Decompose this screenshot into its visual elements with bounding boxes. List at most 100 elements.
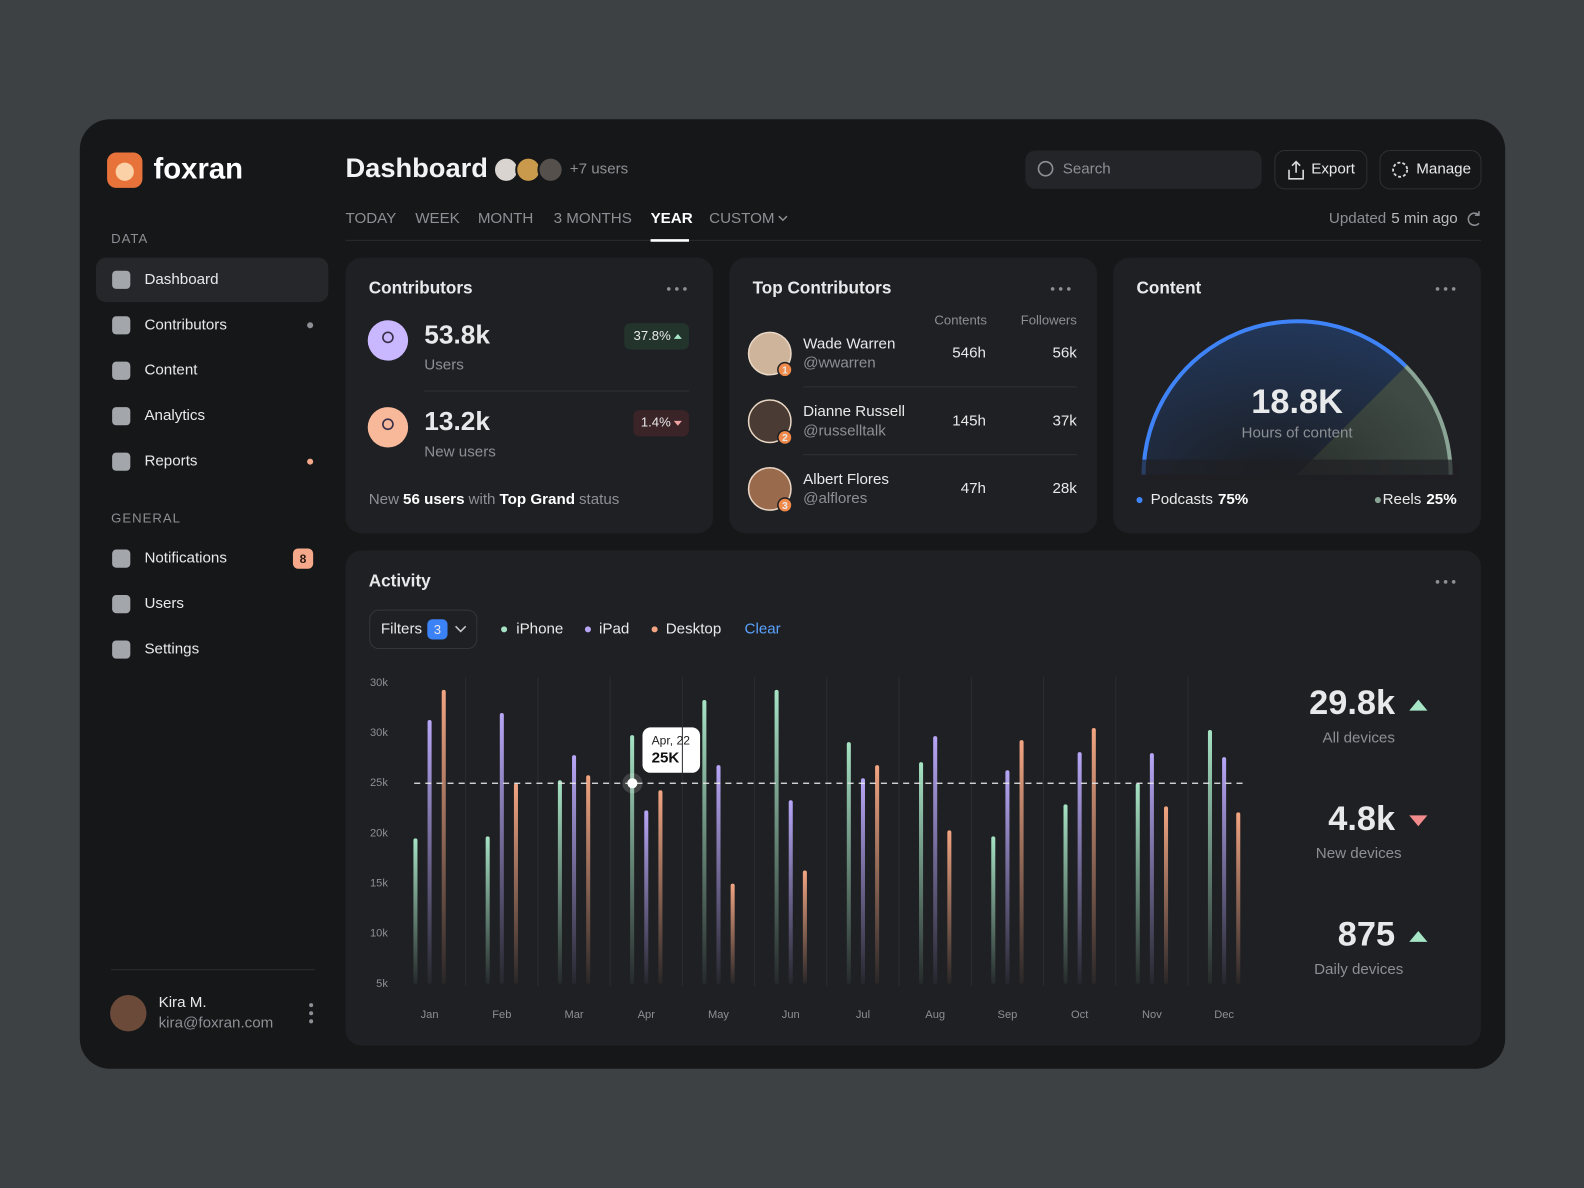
more-menu[interactable] [1435,580,1456,584]
x-tick-label: Jan [421,1009,439,1021]
user-menu[interactable] [309,1003,314,1024]
filters-button[interactable] [369,609,478,650]
clear-filters[interactable]: Clear [745,620,781,637]
device-stat-label: All devices [1323,729,1396,746]
x-tick-label: Jul [856,1009,870,1021]
rank: 1 [782,365,788,376]
card [345,257,714,534]
followers-value: 37k [1052,412,1077,429]
nav-item[interactable]: Analytics [144,407,205,424]
nav-item[interactable]: Users [144,595,184,612]
y-tick-label: 5k [376,978,388,990]
bar [630,735,635,984]
legend-label[interactable]: iPad [599,620,629,637]
nav-icon [112,316,131,335]
device-stat-label: Daily devices [1314,961,1404,978]
bar [499,713,504,984]
column-header: Followers [1021,313,1078,328]
nav-icon [112,595,131,614]
note-part: status [579,491,620,508]
nav-item[interactable]: Contributors [144,316,227,333]
search-box[interactable] [1025,150,1262,189]
nav-icon [112,361,131,380]
export-button[interactable] [1274,150,1368,190]
more-menu[interactable] [1435,287,1456,291]
tab[interactable]: YEAR [651,210,693,227]
y-tick-label: 30k [370,727,388,739]
bar [1091,728,1096,984]
tab[interactable]: TODAY [345,210,396,227]
change-value: 1.4% [641,415,671,430]
bar [933,736,938,984]
legend-name: Reels [1383,491,1422,508]
contributor-name[interactable]: Albert Flores [803,471,889,488]
bar [1164,806,1169,984]
button-label[interactable]: Export [1311,161,1356,178]
tooltip-value: 25K [652,750,680,767]
manage-button[interactable] [1379,150,1482,190]
bar [991,836,996,984]
user-avatar [110,995,147,1032]
trend-arrow [1409,815,1428,827]
stat-value: 13.2k [424,406,490,436]
filters-label[interactable]: Filters [381,620,423,637]
bar [716,765,721,984]
contributor-handle: @russelltalk [803,422,886,439]
search-placeholder[interactable]: Search [1063,161,1111,178]
tab[interactable]: CUSTOM [709,210,774,227]
bar [513,783,518,984]
card-title: Top Contributors [753,277,892,297]
nav-active [95,257,329,303]
more-menu[interactable] [666,287,687,291]
y-tick-label: 10k [370,928,388,940]
nav-item[interactable]: Dashboard [144,271,218,288]
x-tick-label: Nov [1142,1009,1162,1021]
contributor-name[interactable]: Wade Warren [803,335,895,352]
filter-count-badge [427,619,448,640]
card [345,550,1481,1046]
bar [774,689,779,984]
card-title: Content [1136,277,1201,297]
bar [485,836,490,984]
bar [586,775,591,984]
x-tick-label: Mar [564,1009,583,1021]
x-tick-label: Apr [638,1009,656,1021]
contents-value: 145h [952,412,986,429]
x-tick-label: Feb [492,1009,511,1021]
bar [1149,753,1154,984]
more-menu[interactable] [1050,287,1071,291]
users-more: +7 users [570,161,629,178]
tab[interactable]: MONTH [478,210,534,227]
badge [292,548,314,569]
tooltip [642,727,701,773]
legend-label[interactable]: iPhone [516,620,563,637]
device-stat-value: 29.8k [1309,684,1396,722]
button-label[interactable]: Manage [1416,161,1471,178]
filter-count: 3 [434,622,441,637]
followers-value: 56k [1052,345,1077,362]
tab[interactable]: WEEK [415,210,460,227]
contents-value: 546h [952,345,986,362]
contents-value: 47h [961,480,986,497]
stat-icon [367,407,409,448]
change-badge [633,410,689,437]
bar [557,780,562,984]
x-tick-label: Dec [1214,1009,1234,1021]
refresh-icon[interactable] [1467,211,1480,226]
rank-badge [777,497,793,513]
tab[interactable]: 3 MONTHS [554,210,632,227]
nav-item[interactable]: Notifications [144,550,227,567]
x-tick-label: Oct [1071,1009,1088,1021]
stat-icon-glyph [382,418,394,431]
legend-label[interactable]: Desktop [666,620,722,637]
contributor-name[interactable]: Dianne Russell [803,403,905,420]
tooltip-point [627,778,638,789]
nav-item[interactable]: Content [144,362,198,379]
bar [802,870,807,984]
nav-item[interactable]: Reports [144,453,197,470]
device-stat-value: 4.8k [1328,800,1396,838]
gauge-arc [1141,319,1408,475]
tooltip-date: Apr, 22 [652,734,691,748]
nav-item[interactable]: Settings [144,641,199,658]
